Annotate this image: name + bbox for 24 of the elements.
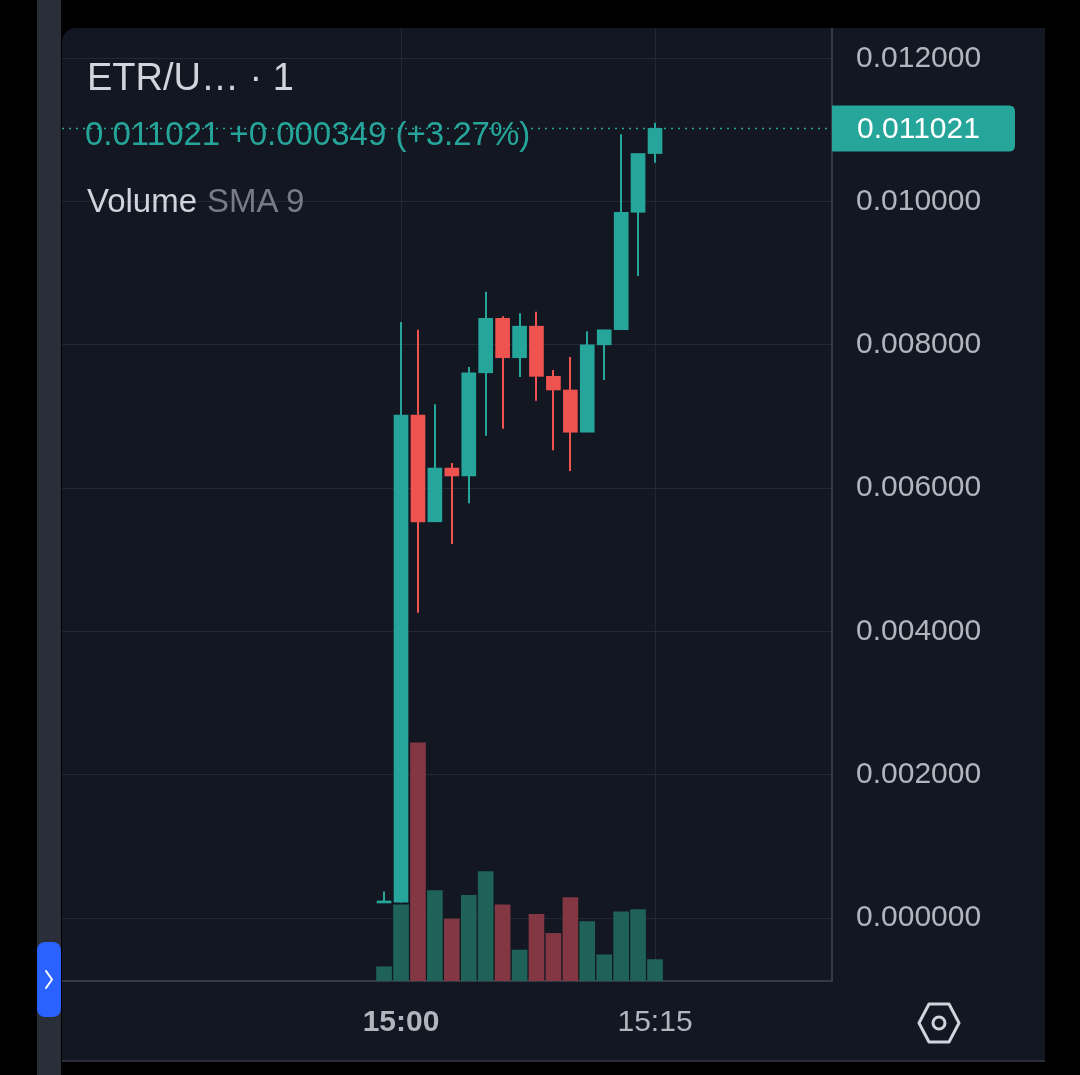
bar [494,904,511,981]
y-tick-label: 0.006000 [856,469,982,503]
y-tick-label: 0.004000 [856,612,982,646]
y-tick-label: 0.002000 [856,755,982,789]
bar [511,949,528,981]
bar [562,897,579,981]
text: 0.011021 +0.000349 (+3.27%) [85,114,531,154]
chart-subtitle: SMA 9 [207,182,305,219]
text: ETR/U… · 1 [87,55,294,100]
bar [545,933,562,981]
bar [427,890,443,981]
x-tick-label: 15:15 [617,1004,693,1038]
ref-line-label: 0.011021 [857,110,980,144]
x-tick-label: 15:00 [362,1004,440,1038]
y-tick-label: 0.000000 [856,899,982,933]
y-tick-label: 0.010000 [856,182,982,216]
candlestick [546,368,561,452]
y-tick-label: 0.008000 [856,326,982,360]
bar [444,918,460,981]
y-tick-label: 0.012000 [856,39,982,73]
candlestick [596,328,612,381]
bar [528,913,545,981]
candlestick [444,462,460,546]
chart-title: Volume [87,182,198,219]
